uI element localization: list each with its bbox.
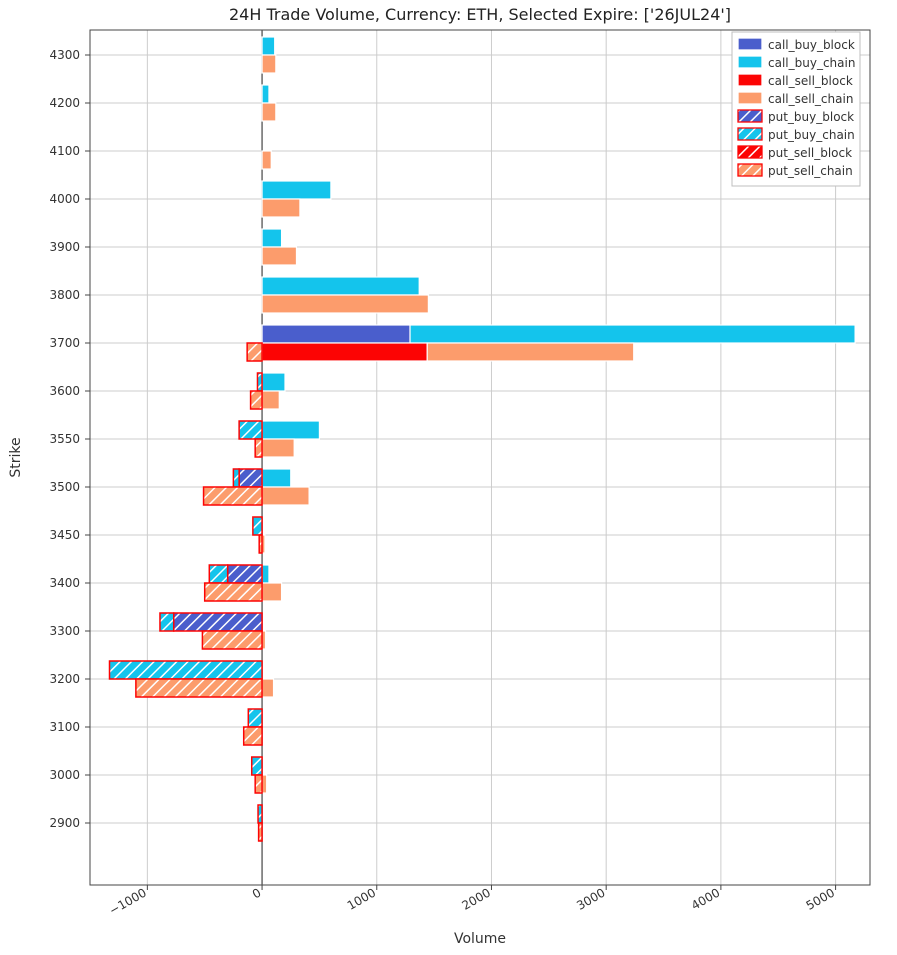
legend-swatch-put_sell_chain xyxy=(738,164,762,176)
y-axis-label: Strike xyxy=(8,437,24,477)
bar-put_sell_chain xyxy=(251,391,262,409)
bar-call_sell_chain xyxy=(262,487,309,505)
bar-put_buy_chain xyxy=(248,709,262,727)
bar-call_sell_chain xyxy=(262,583,282,601)
bar-call_sell_chain xyxy=(262,295,428,313)
bar-put_buy_block xyxy=(239,469,262,487)
bar-call_sell_chain xyxy=(262,103,276,121)
y-tick-label: 3550 xyxy=(49,432,80,446)
y-tick-label: 3800 xyxy=(49,288,80,302)
x-axis-label: Volume xyxy=(454,931,506,947)
bar-put_buy_chain xyxy=(209,565,227,583)
bar-call_buy_block xyxy=(262,325,410,343)
y-tick-label: 3450 xyxy=(49,528,80,542)
bar-put_buy_chain xyxy=(258,805,262,823)
bar-call_sell_chain xyxy=(262,199,300,217)
y-tick-label: 4200 xyxy=(49,96,80,110)
bar-call_buy_chain xyxy=(410,325,855,343)
bar-call_sell_chain xyxy=(262,55,276,73)
bar-call_sell_chain xyxy=(427,343,633,361)
chart-svg: −100001000200030004000500043004200410040… xyxy=(0,0,897,955)
bar-call_buy_chain xyxy=(262,565,269,583)
y-tick-label: 4000 xyxy=(49,192,80,206)
bar-call_sell_chain xyxy=(262,247,296,265)
y-tick-label: 4100 xyxy=(49,144,80,158)
legend-label: call_sell_chain xyxy=(768,92,853,106)
bar-put_buy_chain xyxy=(253,517,262,535)
bar-put_sell_chain xyxy=(244,727,262,745)
legend-swatch-call_sell_chain xyxy=(738,92,762,104)
bar-put_sell_chain xyxy=(255,775,262,793)
legend-swatch-put_buy_chain xyxy=(738,128,762,140)
bar-call_buy_chain xyxy=(262,37,275,55)
legend-label: call_sell_block xyxy=(768,74,853,88)
chart-container: −100001000200030004000500043004200410040… xyxy=(0,0,897,955)
bar-put_sell_chain xyxy=(247,343,262,361)
legend-swatch-put_buy_block xyxy=(738,110,762,122)
bar-call_sell_chain xyxy=(262,391,279,409)
legend-swatch-put_sell_block xyxy=(738,146,762,158)
bar-put_sell_chain xyxy=(255,439,262,457)
legend-swatch-call_sell_block xyxy=(738,74,762,86)
bar-put_sell_chain xyxy=(259,823,262,841)
bar-call_sell_chain xyxy=(262,151,271,169)
bar-put_buy_block xyxy=(174,613,262,631)
y-tick-label: 4300 xyxy=(49,48,80,62)
bar-call_buy_chain xyxy=(262,229,282,247)
bar-call_sell_chain xyxy=(262,679,273,697)
legend-swatch-call_buy_block xyxy=(738,38,762,50)
bar-put_sell_chain xyxy=(259,535,262,553)
y-tick-label: 3600 xyxy=(49,384,80,398)
legend-label: put_buy_block xyxy=(768,110,854,124)
legend-label: call_buy_block xyxy=(768,38,855,52)
bar-put_buy_chain xyxy=(257,373,262,391)
legend-label: put_buy_chain xyxy=(768,128,855,142)
bar-call_sell_block xyxy=(262,343,427,361)
bar-put_buy_chain xyxy=(160,613,174,631)
y-tick-label: 3700 xyxy=(49,336,80,350)
bar-call_buy_chain xyxy=(262,85,269,103)
bar-put_buy_chain xyxy=(233,469,239,487)
y-tick-label: 3500 xyxy=(49,480,80,494)
bar-put_sell_chain xyxy=(136,679,262,697)
y-tick-label: 3900 xyxy=(49,240,80,254)
legend-swatch-call_buy_chain xyxy=(738,56,762,68)
bar-call_buy_chain xyxy=(262,181,331,199)
y-tick-label: 3200 xyxy=(49,672,80,686)
bar-put_buy_block xyxy=(228,565,262,583)
bar-call_buy_chain xyxy=(262,373,285,391)
bar-put_sell_chain xyxy=(205,583,262,601)
bar-put_sell_chain xyxy=(204,487,263,505)
legend-label: call_buy_chain xyxy=(768,56,855,70)
legend-label: put_sell_chain xyxy=(768,164,853,178)
bar-put_sell_chain xyxy=(202,631,262,649)
bar-call_buy_chain xyxy=(262,421,319,439)
bar-call_sell_chain xyxy=(262,439,294,457)
y-tick-label: 2900 xyxy=(49,816,80,830)
legend-label: put_sell_block xyxy=(768,146,852,160)
bar-put_buy_chain xyxy=(252,757,262,775)
bar-put_buy_chain xyxy=(110,661,263,679)
y-tick-label: 3400 xyxy=(49,576,80,590)
y-tick-label: 3100 xyxy=(49,720,80,734)
bar-call_buy_chain xyxy=(262,469,291,487)
bar-put_buy_chain xyxy=(239,421,262,439)
y-tick-label: 3300 xyxy=(49,624,80,638)
y-tick-label: 3000 xyxy=(49,768,80,782)
bar-call_buy_chain xyxy=(262,277,419,295)
chart-title: 24H Trade Volume, Currency: ETH, Selecte… xyxy=(229,5,731,24)
